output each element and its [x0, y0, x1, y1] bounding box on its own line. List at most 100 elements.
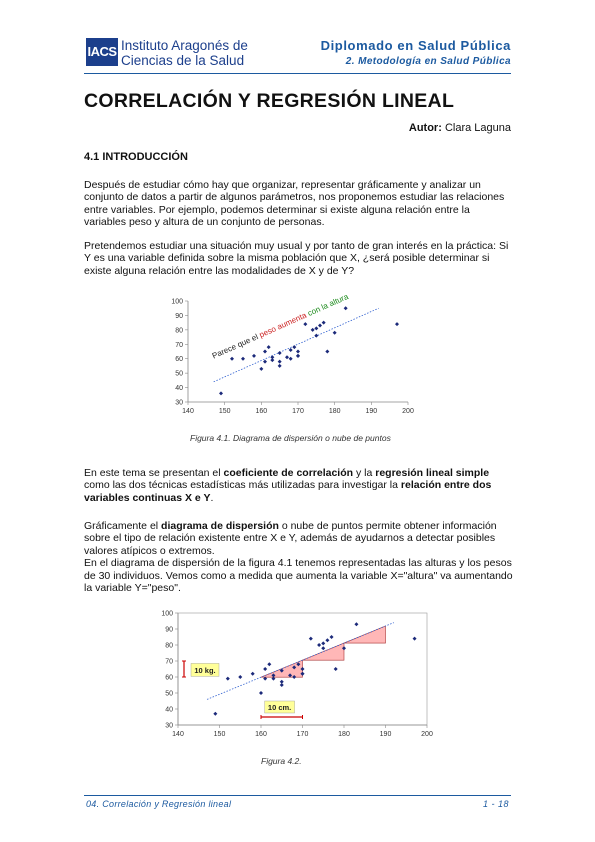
annotation-part3: con la altura: [304, 293, 350, 319]
y-tick-label: 70: [165, 659, 173, 666]
data-point: [219, 391, 223, 396]
y-tick-label: 100: [161, 611, 173, 618]
data-point: [321, 320, 326, 325]
footer-divider: [84, 795, 511, 796]
data-point: [292, 665, 297, 670]
data-point: [230, 356, 234, 361]
data-point: [277, 359, 282, 364]
x-tick-label: 190: [380, 731, 392, 738]
data-point: [296, 662, 301, 667]
author-label: Autor:: [408, 122, 442, 134]
data-point: [314, 333, 319, 338]
logo-line-2: Ciencias de la Salud: [121, 53, 245, 68]
trend-line: [213, 307, 379, 383]
data-point: [279, 683, 284, 687]
x-tick-label: 190: [365, 408, 377, 415]
x-tick-label: 200: [402, 408, 414, 415]
data-point: [317, 643, 322, 647]
paragraph-1: Después de estudiar cómo hay que organiz…: [84, 179, 505, 229]
y-tick-label: 90: [165, 627, 173, 634]
data-point: [332, 330, 337, 335]
data-point: [292, 345, 297, 350]
figure-4-1-scatter: 140 150 160 170 180 190 200 30 40 50 60 70 80 90 100 Pa…: [171, 293, 414, 415]
data-point: [241, 356, 245, 361]
y-tick-label: 60: [175, 356, 183, 363]
y-tick-label: 100: [171, 299, 183, 306]
y-tick-label: 80: [165, 643, 173, 650]
data-point: [321, 641, 326, 646]
data-point: [303, 322, 308, 327]
header-divider: [84, 73, 511, 74]
data-point: [250, 671, 255, 676]
data-point: [288, 348, 293, 353]
author-name: Clara Laguna: [444, 122, 511, 134]
y-tick-label: 30: [165, 723, 173, 730]
data-point: [270, 358, 275, 363]
p4-text-c: o nube de puntos permite obtener informa…: [84, 520, 497, 557]
iacs-logo-mark: IACS: [86, 38, 118, 66]
data-point: [285, 355, 289, 360]
figure-4-1-caption: Figura 4.1. Diagrama de dispersión o nub…: [190, 433, 391, 443]
cm-label-box: [264, 700, 295, 714]
data-point: [300, 667, 305, 671]
data-point: [308, 636, 313, 641]
y-tick-label: 60: [165, 675, 173, 682]
kg-label-box: [190, 663, 220, 677]
x-tick-label: 170: [292, 408, 304, 415]
data-point: [333, 667, 338, 671]
y-tick-label: 70: [175, 342, 183, 349]
y-tick-label: 30: [175, 400, 183, 407]
trend-annotation: Parece que el peso aumenta con la altura: [211, 293, 350, 361]
footer-chapter: 04. Correlación y Regresión lineal: [86, 799, 232, 809]
data-point: [259, 691, 263, 695]
data-point: [412, 636, 417, 641]
section-heading: 4.1 INTRODUCCIÓN: [84, 151, 188, 163]
data-point: [263, 676, 268, 681]
x-tick-label: 180: [329, 408, 341, 415]
figure-4-2-caption: Figura 4.2.: [261, 756, 302, 766]
data-point: [354, 622, 359, 627]
data-point: [288, 673, 293, 678]
data-point: [296, 353, 300, 358]
data-point: [238, 675, 243, 679]
data-point: [252, 353, 256, 358]
data-point: [277, 363, 282, 368]
x-tick-label: 200: [421, 731, 433, 738]
data-point: [329, 635, 334, 639]
data-point: [271, 673, 276, 678]
y-tick-label: 40: [175, 385, 183, 392]
data-point: [263, 349, 267, 354]
kg-label: 10 kg.: [194, 666, 215, 675]
data-point: [300, 671, 305, 676]
data-point: [213, 711, 218, 716]
p3-text-a: En este tema se presentan el: [84, 467, 224, 479]
data-point: [342, 646, 346, 651]
data-point: [325, 349, 330, 354]
p3-text-e: como las dos técnicas estadísticas más u…: [84, 479, 401, 492]
p3-text-g: .: [210, 491, 214, 504]
y-tick-label: 50: [175, 371, 183, 378]
data-point: [266, 345, 271, 350]
data-point: [267, 662, 272, 667]
logo-line-1: Instituto Aragonés de: [121, 38, 248, 53]
x-tick-label: 160: [255, 731, 267, 738]
header-title: Diplomado en Salud Pública: [320, 38, 511, 53]
p3-bold-relation: relación entre dos variables continuas X…: [84, 479, 492, 504]
data-point: [263, 667, 268, 671]
p3-text-c: y la: [353, 467, 376, 479]
x-tick-label: 150: [214, 731, 226, 738]
paragraph-4: Gráficamente el diagrama de dispersión o…: [84, 520, 514, 594]
footer-page-number: 1 - 18: [482, 799, 509, 809]
y-tick-label: 40: [165, 707, 173, 714]
y-tick-label: 90: [175, 313, 183, 320]
p3-bold-correlation: coeficiente de correlación: [223, 467, 354, 479]
data-point: [279, 679, 284, 684]
x-tick-label: 170: [297, 731, 309, 738]
author-line: Autor: Clara Laguna: [409, 122, 511, 134]
data-point: [292, 675, 297, 679]
paragraph-2: Pretendemos estudiar una situación muy u…: [84, 240, 509, 277]
y-tick-label: 80: [175, 327, 183, 334]
data-point: [277, 350, 282, 355]
x-tick-label: 140: [182, 408, 194, 415]
p4-text-a: Gráficamente el: [84, 520, 162, 532]
